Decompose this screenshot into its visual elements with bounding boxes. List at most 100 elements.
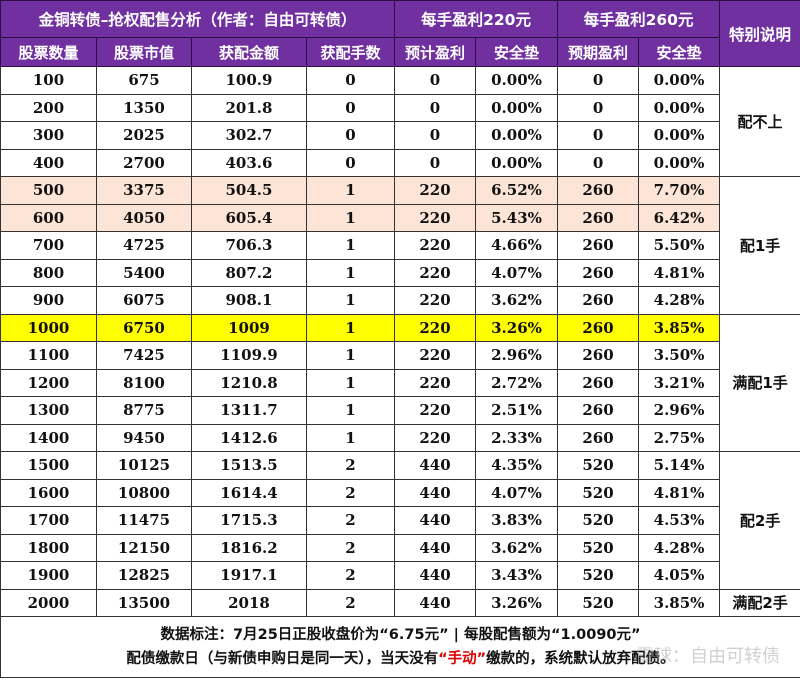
profit-260-cell: 260 (557, 313, 640, 342)
shares-cell: 500 (0, 176, 97, 205)
allot-amount-cell: 403.6 (191, 148, 307, 177)
lots-cell: 2 (305, 451, 396, 480)
footer-manual-emphasis: “手动” (438, 651, 487, 667)
profit-220-cell: 220 (394, 341, 477, 370)
lots-cell: 2 (305, 561, 396, 590)
cushion-220-cell: 3.26% (475, 313, 559, 342)
market-value-cell: 1350 (96, 93, 192, 122)
cushion-260-cell: 2.75% (638, 423, 721, 452)
shares-cell: 1400 (0, 423, 97, 452)
market-value-cell: 11475 (96, 506, 192, 535)
cushion-260-cell: 4.53% (638, 506, 721, 535)
lots-cell: 1 (305, 341, 396, 370)
table-row: 1800 12150 1816.2 2 440 3.62% 520 4.28% (0, 533, 800, 562)
allot-amount-cell: 1210.8 (191, 368, 307, 397)
profit-260-cell: 260 (557, 341, 640, 370)
cushion-220-cell: 4.07% (475, 478, 559, 507)
table-row: 1000 6750 1009 1 220 3.26% 260 3.85% 满配1手 (0, 313, 800, 452)
cushion-260-cell: 6.42% (638, 203, 721, 232)
footer-line-1: 数据标注：7月25日正股收盘价为“6.75元” | 每股配售额为“1.0090元… (160, 627, 641, 643)
profit-260-cell: 260 (557, 368, 640, 397)
table-body: 100 675 100.9 0 0 0.00% 0 0.00% 配不上 200 1350 201.8 0… (0, 66, 800, 617)
lots-cell: 2 (305, 506, 396, 535)
profit-220-cell: 0 (394, 121, 477, 150)
cushion-220-cell: 6.52% (475, 176, 559, 205)
special-note-cell: 配1手 (719, 176, 800, 315)
market-value-cell: 13500 (96, 588, 192, 617)
profit-260-cell: 260 (557, 203, 640, 232)
shares-cell: 1100 (0, 341, 97, 370)
cushion-220-cell: 3.26% (475, 588, 559, 617)
shares-cell: 1700 (0, 506, 97, 535)
market-value-cell: 3375 (96, 176, 192, 205)
allot-amount-cell: 1311.7 (191, 396, 307, 425)
shares-cell: 2000 (0, 588, 97, 617)
lots-cell: 1 (305, 313, 396, 342)
allot-amount-cell: 908.1 (191, 286, 307, 315)
profit-220-cell: 440 (394, 561, 477, 590)
cushion-220-cell: 4.07% (475, 258, 559, 287)
footer-line-2-post: 缴款的，系统默认放弃配债。 (486, 651, 675, 667)
cushion-220-cell: 0.00% (475, 66, 559, 95)
shares-cell: 400 (0, 148, 97, 177)
table-row: 500 3375 504.5 1 220 6.52% 260 7.70% 配1手 (0, 176, 800, 315)
shares-cell: 1900 (0, 561, 97, 590)
table-row: 1300 8775 1311.7 1 220 2.51% 260 2.96% (0, 396, 800, 425)
profit-220-cell: 220 (394, 423, 477, 452)
cushion-260-cell: 0.00% (638, 66, 721, 95)
allot-amount-cell: 605.4 (191, 203, 307, 232)
allot-amount-cell: 302.7 (191, 121, 307, 150)
lots-cell: 2 (305, 588, 396, 617)
profit-260-cell: 260 (557, 423, 640, 452)
allot-amount-cell: 1412.6 (191, 423, 307, 452)
col-header-lots: 获配手数 (305, 37, 396, 67)
group-header-220: 每手盈利220元 (394, 0, 559, 38)
profit-260-cell: 260 (557, 176, 640, 205)
profit-220-cell: 0 (394, 66, 477, 95)
shares-cell: 900 (0, 286, 97, 315)
shares-cell: 800 (0, 258, 97, 287)
footer-notes: 数据标注：7月25日正股收盘价为“6.75元” | 每股配售额为“1.0090元… (0, 616, 800, 678)
table-row: 300 2025 302.7 0 0 0.00% 0 0.00% (0, 121, 800, 150)
group-header-260: 每手盈利260元 (557, 0, 721, 38)
cushion-260-cell: 4.81% (638, 478, 721, 507)
cushion-220-cell: 2.96% (475, 341, 559, 370)
lots-cell: 0 (305, 93, 396, 122)
cushion-260-cell: 4.28% (638, 533, 721, 562)
cushion-220-cell: 3.62% (475, 286, 559, 315)
profit-260-cell: 0 (557, 121, 640, 150)
profit-260-cell: 520 (557, 533, 640, 562)
col-header-profit-260: 预期盈利 (557, 37, 640, 67)
lots-cell: 1 (305, 286, 396, 315)
cushion-220-cell: 0.00% (475, 121, 559, 150)
shares-cell: 200 (0, 93, 97, 122)
cushion-220-cell: 5.43% (475, 203, 559, 232)
shares-cell: 1000 (0, 313, 97, 342)
profit-260-cell: 520 (557, 478, 640, 507)
cushion-260-cell: 0.00% (638, 148, 721, 177)
table-row: 1100 7425 1109.9 1 220 2.96% 260 3.50% (0, 341, 800, 370)
cushion-260-cell: 2.96% (638, 396, 721, 425)
allot-amount-cell: 1715.3 (191, 506, 307, 535)
lots-cell: 1 (305, 203, 396, 232)
profit-260-cell: 520 (557, 506, 640, 535)
shares-cell: 100 (0, 66, 97, 95)
table-title: 金铜转债–抢权配售分析（作者：自由可转债） (0, 0, 396, 38)
lots-cell: 0 (305, 66, 396, 95)
market-value-cell: 675 (96, 66, 192, 95)
allot-amount-cell: 1816.2 (191, 533, 307, 562)
cushion-260-cell: 4.28% (638, 286, 721, 315)
market-value-cell: 12150 (96, 533, 192, 562)
cushion-260-cell: 3.85% (638, 313, 721, 342)
lots-cell: 1 (305, 231, 396, 260)
market-value-cell: 6075 (96, 286, 192, 315)
market-value-cell: 12825 (96, 561, 192, 590)
table-row: 2000 13500 2018 2 440 3.26% 520 3.85% 满配2手 (0, 588, 800, 617)
col-header-profit-220: 预计盈利 (394, 37, 477, 67)
allot-amount-cell: 201.8 (191, 93, 307, 122)
market-value-cell: 2700 (96, 148, 192, 177)
table-row: 200 1350 201.8 0 0 0.00% 0 0.00% (0, 93, 800, 122)
lots-cell: 0 (305, 121, 396, 150)
special-note-cell: 配2手 (719, 451, 800, 590)
cushion-220-cell: 4.35% (475, 451, 559, 480)
